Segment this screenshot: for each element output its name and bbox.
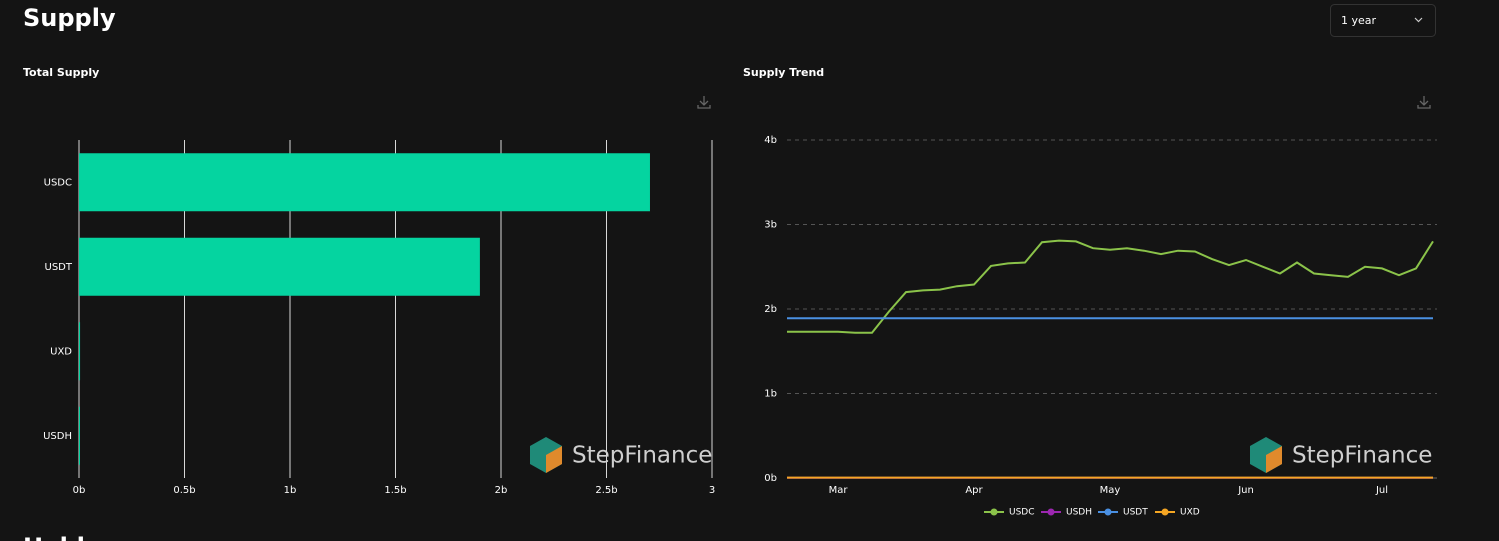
section-title: Holders (23, 533, 127, 541)
dropdown-label[interactable]: 1 year (1341, 14, 1377, 27)
line (787, 239, 1434, 334)
y-tick-label: USDC (44, 177, 72, 188)
x-tick-label: 2.5b (595, 485, 617, 496)
legend-label: USDT (1123, 508, 1148, 518)
legend-label: USDH (1066, 508, 1092, 518)
x-tick-label: 1.5b (384, 485, 406, 496)
x-tick-label: Mar (829, 485, 849, 496)
x-tick-label: Apr (965, 485, 983, 496)
x-tick-label: 0b (73, 485, 86, 496)
legend-swatch (990, 508, 998, 516)
download-icon[interactable] (1417, 96, 1431, 109)
bar (79, 153, 650, 212)
bar (79, 406, 80, 465)
legend-label: UXD (1180, 508, 1200, 518)
logo (546, 446, 562, 473)
bar (79, 237, 480, 296)
legend-swatch (1104, 508, 1112, 516)
logo (1266, 446, 1282, 473)
dropdown-chevron (1414, 17, 1423, 23)
y-tick-label: USDH (43, 431, 72, 442)
chart-title: Total Supply (23, 66, 99, 79)
y-tick-label: USDT (45, 262, 73, 273)
x-tick-label: May (1100, 485, 1121, 496)
x-tick-label: 2b (495, 485, 508, 496)
x-tick-label: 1b (284, 485, 297, 496)
x-tick-label: Jun (1237, 485, 1254, 496)
y-tick-label: UXD (50, 346, 72, 357)
y-tick-label: 0b (764, 473, 777, 484)
watermark-text: StepFinance (572, 443, 712, 469)
y-tick-label: 4b (764, 135, 777, 146)
legend-swatch (1047, 508, 1055, 516)
bar (79, 322, 81, 381)
y-tick-label: 2b (764, 304, 777, 315)
x-tick-label: Jul (1375, 485, 1388, 496)
section-title: Supply (23, 4, 116, 32)
x-tick-label: 3 (709, 485, 715, 496)
x-tick-label: 0.5b (173, 485, 195, 496)
download-icon[interactable] (697, 96, 711, 109)
charts: 0b 0.5b 1b 1.5b 2b 2.5b 3 USDC USDT UXD USDH 0b 1b 2b… (43, 135, 1437, 518)
y-tick-label: 3b (764, 220, 777, 231)
legend-label: USDC (1009, 508, 1035, 518)
y-tick-label: 1b (764, 389, 777, 400)
range-dropdown[interactable]: 1 year (1330, 4, 1436, 37)
dropdown-box[interactable] (1330, 4, 1436, 37)
legend-swatch (1161, 508, 1169, 516)
chart-title: Supply Trend (743, 66, 824, 79)
watermark-text: StepFinance (1292, 443, 1432, 469)
watermark: StepFinance StepFinance (530, 437, 1432, 473)
